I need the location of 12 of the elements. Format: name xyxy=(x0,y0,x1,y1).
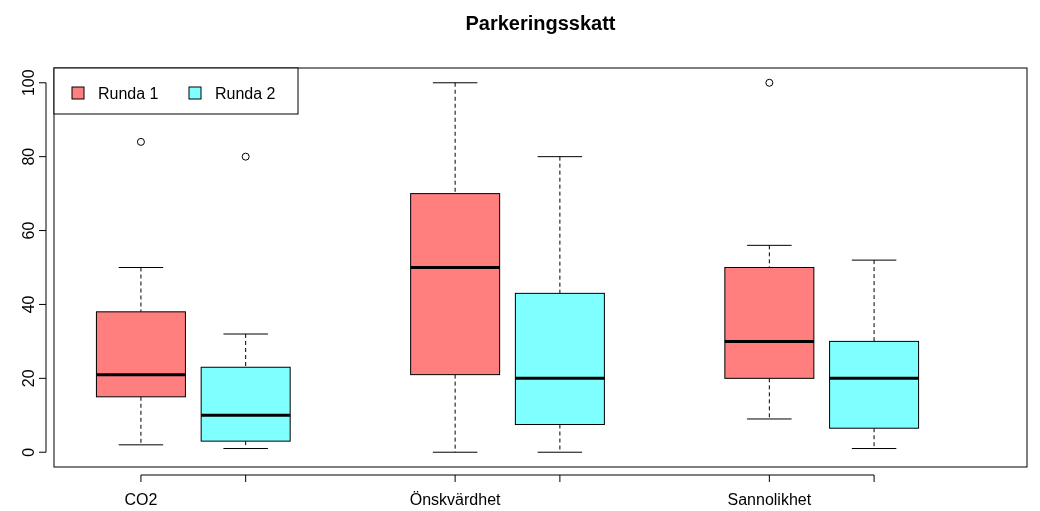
y-tick-label: 80 xyxy=(20,147,37,166)
legend-label: Runda 1 xyxy=(98,85,159,102)
y-tick-label: 40 xyxy=(20,295,37,314)
y-tick-label: 20 xyxy=(20,369,37,388)
x-tick-label: Sannolikhet xyxy=(727,491,812,508)
x-tick-label: CO2 xyxy=(124,491,158,508)
legend-label: Runda 2 xyxy=(215,85,276,102)
y-tick-label: 0 xyxy=(20,447,37,457)
chart-title: Parkeringsskatt xyxy=(465,12,616,34)
y-tick-label: 60 xyxy=(20,221,37,240)
x-tick-label: Önskvärdhet xyxy=(409,491,502,508)
y-tick-label: 100 xyxy=(20,69,37,97)
